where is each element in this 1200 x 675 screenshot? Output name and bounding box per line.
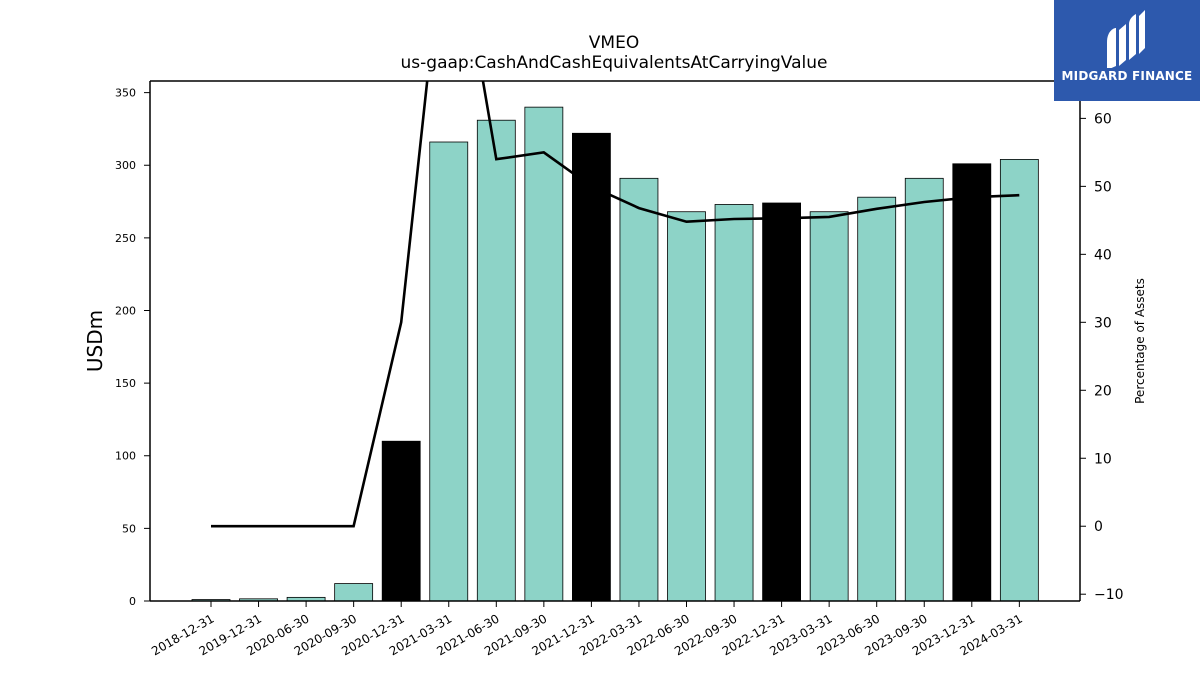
bar-2022-03-31 — [619, 177, 659, 602]
bar-2022-06-30 — [667, 211, 706, 602]
y2-tick-label: 50 — [1094, 179, 1112, 195]
bar-2023-09-30 — [904, 177, 944, 602]
bars-group — [191, 106, 1039, 602]
y-tick-label: 350 — [115, 87, 136, 100]
bar-2021-12-31 — [572, 132, 611, 602]
bar-2021-09-30 — [524, 106, 564, 602]
logo-text: MIDGARD FINANCE — [1061, 69, 1193, 83]
y2-tick-label: 0 — [1094, 519, 1103, 535]
y-axis-label: USDm — [83, 310, 107, 372]
y2-axis-label: Percentage of Assets — [1133, 278, 1147, 404]
bar-2022-12-31 — [762, 202, 801, 602]
line-group — [211, 81, 1020, 528]
y2-tick-label: 20 — [1094, 383, 1112, 399]
bar-2021-03-31 — [429, 141, 469, 602]
y-tick-label: 300 — [115, 159, 136, 172]
y2-tick-label: 30 — [1094, 315, 1112, 331]
y-tick-label: 50 — [122, 522, 136, 535]
chart-subtitle: us-gaap:CashAndCashEquivalentsAtCarrying… — [401, 53, 828, 73]
bar-2022-09-30 — [714, 204, 754, 602]
chart-title: VMEO — [589, 33, 639, 53]
bar-2020-12-31 — [381, 440, 421, 602]
y-tick-label: 200 — [115, 304, 136, 317]
logo-mark-icon — [1107, 10, 1145, 68]
bar-2023-03-31 — [809, 211, 849, 602]
bar-2020-09-30 — [334, 583, 374, 602]
bar-2024-03-31 — [999, 159, 1039, 602]
y-tick-label: 100 — [115, 450, 136, 463]
y2-tick-label: 10 — [1094, 451, 1112, 467]
y2-tick-label: −10 — [1094, 587, 1124, 603]
bar-2023-12-31 — [952, 163, 992, 602]
y-tick-label: 0 — [129, 595, 136, 608]
y2-tick-label: 60 — [1094, 111, 1112, 127]
bar-2023-06-30 — [857, 196, 897, 602]
y-tick-label: 250 — [115, 232, 136, 245]
y-tick-label: 150 — [115, 377, 136, 390]
percentage-line — [211, 81, 1020, 528]
bar-2021-06-30 — [476, 119, 516, 602]
midgard-finance-logo: MIDGARD FINANCE — [1054, 0, 1200, 101]
y2-tick-label: 40 — [1094, 247, 1112, 263]
